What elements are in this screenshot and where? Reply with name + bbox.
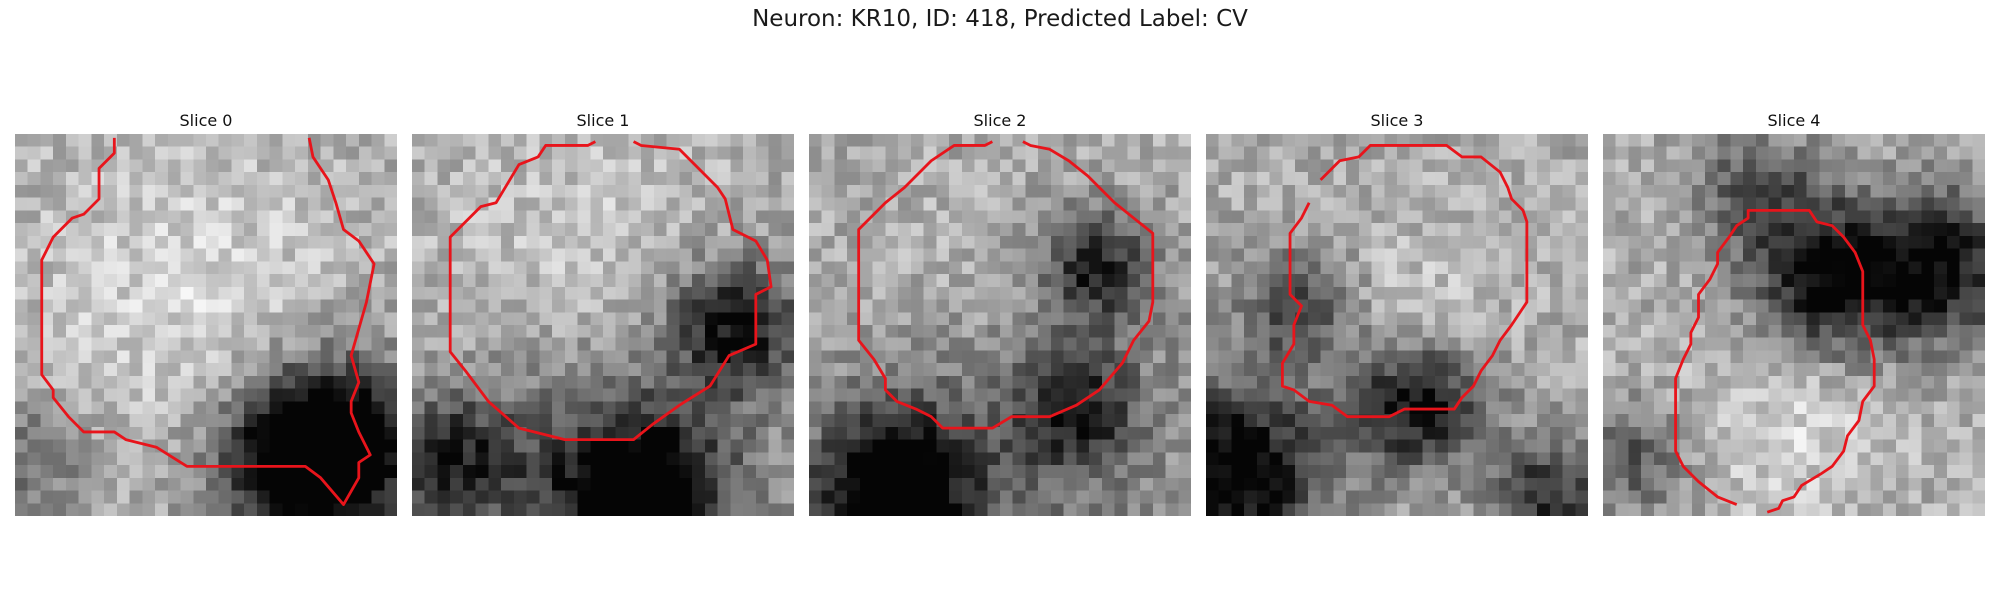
slice-title: Slice 0: [179, 111, 233, 130]
contour-line: [1280, 144, 1529, 419]
slice-image: [15, 134, 397, 516]
contour-line: [448, 140, 773, 442]
slice-panel-4: Slice 4: [1603, 110, 1985, 516]
slice-image: [1603, 134, 1985, 516]
slice-title: Slice 3: [1370, 111, 1424, 130]
slice-title: Slice 1: [576, 111, 630, 130]
slice-title: Slice 2: [973, 111, 1027, 130]
slice-panel-1: Slice 1: [412, 110, 794, 516]
contour-line: [40, 137, 376, 506]
contour-line: [857, 140, 1155, 430]
slice-image: [412, 134, 794, 516]
slice-panel-2: Slice 2: [809, 110, 1191, 516]
slice-panel-0: Slice 0: [15, 110, 397, 516]
slice-image: [1206, 134, 1588, 516]
contour-line: [1674, 208, 1876, 514]
slice-panel-3: Slice 3: [1206, 110, 1588, 516]
figure-title: Neuron: KR10, ID: 418, Predicted Label: …: [752, 6, 1248, 32]
slice-image: [809, 134, 1191, 516]
slice-title: Slice 4: [1767, 111, 1821, 130]
